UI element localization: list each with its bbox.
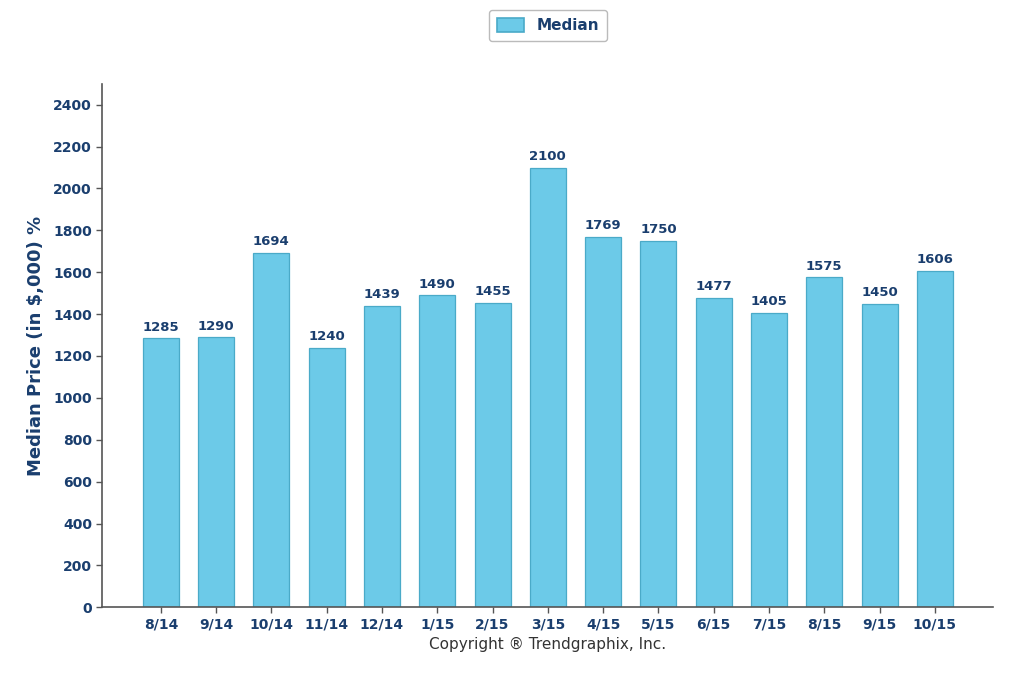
Bar: [364, 306, 400, 607]
Text: 1450: 1450: [861, 286, 898, 299]
Text: 2100: 2100: [529, 150, 566, 163]
Bar: [695, 298, 732, 607]
Text: 1606: 1606: [916, 253, 953, 267]
Text: 1575: 1575: [806, 260, 843, 273]
Text: 1694: 1694: [253, 235, 290, 248]
Text: 1290: 1290: [198, 320, 234, 332]
Bar: [640, 241, 677, 607]
Bar: [529, 168, 566, 607]
Bar: [474, 303, 511, 607]
Bar: [806, 277, 842, 607]
Text: 1769: 1769: [585, 219, 622, 232]
Bar: [309, 348, 345, 607]
Text: 1439: 1439: [364, 288, 400, 302]
Text: 1477: 1477: [695, 281, 732, 293]
Bar: [916, 271, 952, 607]
Bar: [751, 313, 786, 607]
Text: 1285: 1285: [142, 320, 179, 334]
Y-axis label: Median Price (in $,000) %: Median Price (in $,000) %: [27, 216, 45, 475]
Bar: [143, 339, 179, 607]
Text: 1750: 1750: [640, 223, 677, 236]
Text: 1405: 1405: [751, 295, 787, 309]
Bar: [419, 295, 456, 607]
Bar: [254, 253, 290, 607]
Bar: [585, 237, 622, 607]
Text: 1455: 1455: [474, 285, 511, 298]
Text: 1240: 1240: [308, 330, 345, 343]
Text: 1490: 1490: [419, 278, 456, 290]
Legend: Median: Median: [489, 10, 606, 40]
Bar: [861, 304, 897, 607]
X-axis label: Copyright ® Trendgraphix, Inc.: Copyright ® Trendgraphix, Inc.: [429, 637, 667, 652]
Bar: [199, 337, 234, 607]
